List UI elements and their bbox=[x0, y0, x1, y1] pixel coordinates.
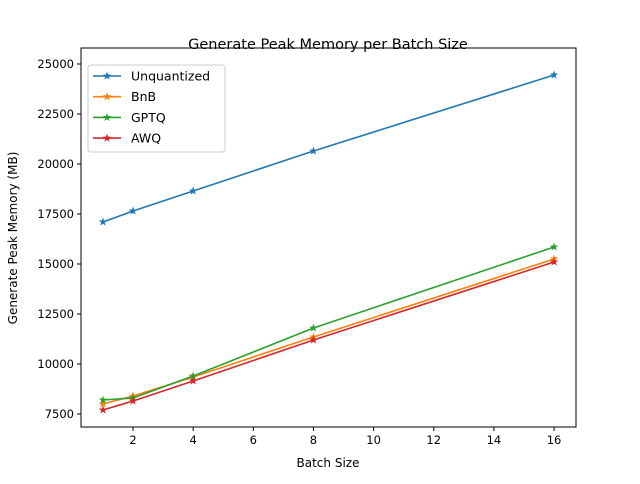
data-point-star-marker bbox=[549, 257, 559, 266]
x-axis-label: Batch Size bbox=[297, 456, 360, 470]
plot-frame bbox=[80, 47, 577, 428]
x-tick-label: 12 bbox=[426, 433, 441, 447]
data-point-star-marker bbox=[128, 396, 138, 405]
data-point-star-marker bbox=[98, 395, 108, 404]
legend-label: GPTQ bbox=[131, 110, 166, 125]
x-tick-label: 14 bbox=[487, 433, 502, 447]
x-tick-label: 6 bbox=[250, 433, 257, 447]
legend-star-marker bbox=[102, 92, 112, 101]
x-tick-label: 8 bbox=[310, 433, 317, 447]
data-point-star-marker bbox=[188, 371, 198, 380]
series-gptq bbox=[98, 242, 559, 404]
data-point-star-marker bbox=[128, 206, 138, 215]
data-point-star-marker bbox=[549, 70, 559, 79]
y-tick-label: 20000 bbox=[37, 157, 74, 171]
series-unquantized bbox=[98, 70, 559, 226]
legend-label: Unquantized bbox=[131, 69, 210, 84]
data-point-star-marker bbox=[309, 335, 318, 344]
legend-box bbox=[87, 64, 226, 153]
data-point-star-marker bbox=[188, 376, 198, 385]
data-point-star-marker bbox=[98, 399, 108, 408]
series-line bbox=[102, 261, 555, 411]
x-tick-label: 10 bbox=[366, 433, 381, 447]
legend-label: BnB bbox=[131, 89, 156, 104]
data-point-star-marker bbox=[98, 217, 108, 226]
y-tick-label: 10000 bbox=[37, 357, 74, 371]
y-tick-label: 12500 bbox=[37, 307, 74, 321]
x-tick-label: 16 bbox=[547, 433, 562, 447]
data-point-star-marker bbox=[309, 146, 318, 155]
series-line bbox=[102, 258, 555, 405]
legend-star-marker bbox=[102, 71, 112, 80]
legend: Unquantized BnB GPTQ AWQ bbox=[87, 64, 226, 153]
series-awq bbox=[98, 257, 559, 414]
legend-star-marker bbox=[102, 133, 112, 142]
series-line bbox=[102, 246, 555, 401]
data-point-star-marker bbox=[98, 405, 108, 414]
data-point-star-marker bbox=[309, 323, 318, 332]
x-tick-label: 2 bbox=[129, 433, 136, 447]
data-point-star-marker bbox=[188, 186, 198, 195]
data-point-star-marker bbox=[549, 242, 559, 251]
y-tick-label: 15000 bbox=[37, 257, 74, 271]
y-tick-label: 7500 bbox=[45, 407, 74, 421]
y-tick-label: 25000 bbox=[37, 57, 74, 71]
legend-label: AWQ bbox=[131, 131, 161, 146]
y-tick-label: 22500 bbox=[37, 107, 74, 121]
y-axis-label: Generate Peak Memory (MB) bbox=[6, 152, 20, 325]
legend-star-marker bbox=[102, 112, 112, 122]
y-tick-label: 17500 bbox=[37, 207, 74, 221]
x-tick-label: 4 bbox=[190, 433, 197, 447]
chart-title: Generate Peak Memory per Batch Size bbox=[188, 37, 468, 53]
